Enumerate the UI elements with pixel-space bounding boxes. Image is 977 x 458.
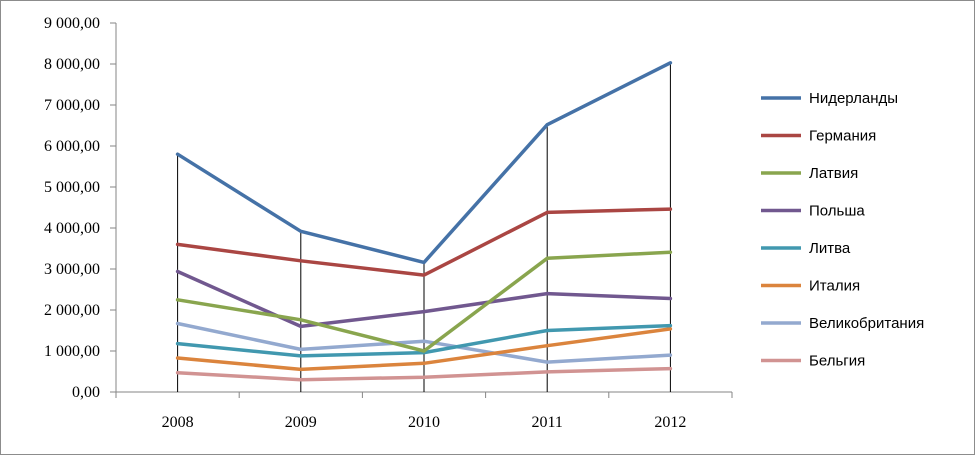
legend-label: Нидерланды: [809, 90, 898, 107]
legend-label: Германия: [809, 128, 876, 145]
y-tick-label: 6 000,00: [44, 138, 100, 155]
x-tick-label: 2010: [408, 414, 440, 431]
legend-label: Италия: [809, 278, 860, 295]
y-tick-label: 5 000,00: [44, 179, 100, 196]
y-tick-label: 7 000,00: [44, 97, 100, 114]
series-line: [175, 61, 673, 265]
y-tick-label: 3 000,00: [44, 261, 100, 278]
series-line: [175, 269, 673, 329]
x-tick-label: 2012: [654, 414, 686, 431]
legend-label: Латвия: [809, 165, 858, 182]
x-tick-label: 2011: [531, 414, 562, 431]
series-line: [175, 250, 673, 353]
legend-label: Литва: [809, 240, 851, 257]
series-line: [175, 366, 673, 382]
y-tick-label: 8 000,00: [44, 56, 100, 73]
y-tick-label: 1 000,00: [44, 343, 100, 360]
y-tick-label: 0,00: [72, 384, 100, 401]
x-tick-label: 2009: [285, 414, 317, 431]
legend-label: Бельгия: [809, 353, 865, 370]
series-line: [175, 207, 673, 277]
y-tick-label: 4 000,00: [44, 220, 100, 237]
legend-label: Великобритания: [809, 315, 924, 332]
y-tick-label: 2 000,00: [44, 302, 100, 319]
x-tick-label: 2008: [162, 414, 194, 431]
y-tick-label: 9 000,00: [44, 15, 100, 32]
series-line: [175, 321, 673, 364]
legend-label: Польша: [809, 203, 865, 220]
series-line: [175, 327, 673, 372]
